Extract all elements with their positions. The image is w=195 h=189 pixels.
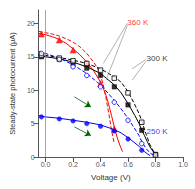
svg-text:0.2: 0.2 <box>68 161 78 168</box>
svg-text:10: 10 <box>27 87 35 94</box>
svg-text:0.6: 0.6 <box>123 161 133 168</box>
svg-text:0.4: 0.4 <box>96 161 106 168</box>
svg-text:300 K: 300 K <box>147 54 169 63</box>
svg-text:360 K: 360 K <box>127 18 149 27</box>
svg-text:15: 15 <box>27 53 35 60</box>
svg-text:250 K: 250 K <box>147 127 169 136</box>
svg-text:Voltage (V): Voltage (V) <box>91 173 131 182</box>
svg-text:0.8: 0.8 <box>151 161 161 168</box>
svg-text:1.0: 1.0 <box>178 161 188 168</box>
svg-text:Steady-state photocurrent (μA): Steady-state photocurrent (μA) <box>8 32 17 135</box>
svg-text:5: 5 <box>31 120 35 127</box>
svg-text:20: 20 <box>27 20 35 27</box>
svg-text:0: 0 <box>31 154 35 161</box>
svg-text:0.0: 0.0 <box>41 161 51 168</box>
